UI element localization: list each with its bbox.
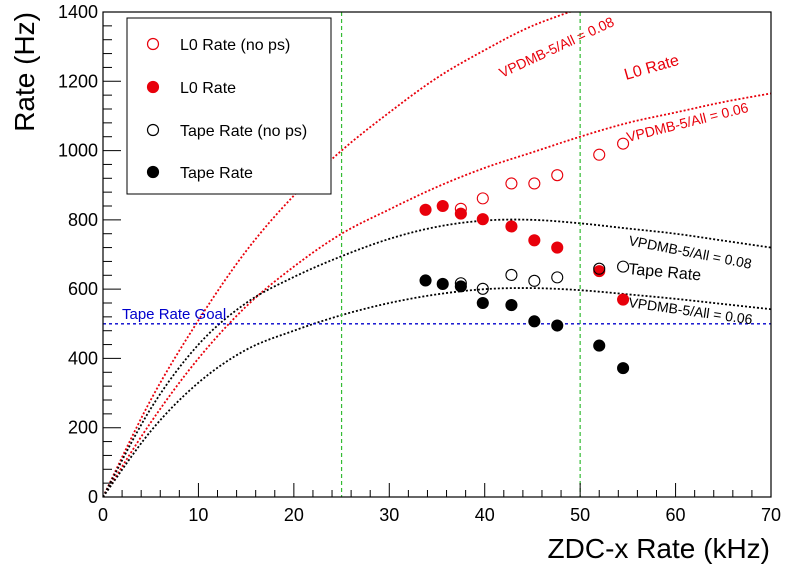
legend-marker-0 bbox=[146, 37, 160, 51]
point-s2-4 bbox=[551, 271, 564, 284]
point-s2-1 bbox=[476, 282, 489, 295]
y-tick-label: 1400 bbox=[58, 2, 98, 22]
point-s2-3 bbox=[528, 274, 541, 287]
point-s1-3 bbox=[476, 213, 489, 226]
point-s3-0 bbox=[419, 274, 432, 287]
legend-label-1: L0 Rate bbox=[180, 80, 236, 97]
y-tick-label: 600 bbox=[68, 279, 98, 299]
point-s1-6 bbox=[551, 241, 564, 254]
legend-label-2: Tape Rate (no ps) bbox=[180, 123, 307, 140]
plot-frame bbox=[102, 11, 772, 498]
point-s3-4 bbox=[505, 299, 518, 312]
point-s3-1 bbox=[436, 277, 449, 290]
axis-ticks: 0 10 20 30 40 50 60 70 0 200 400 600 800 1000 1200 1400 bbox=[58, 2, 781, 525]
y-tick-label: 800 bbox=[68, 210, 98, 230]
legend-label-3: Tape Rate bbox=[180, 165, 253, 182]
legend: L0 Rate (no ps) L0 Rate Tape Rate (no ps… bbox=[126, 17, 332, 195]
data-points bbox=[419, 137, 630, 375]
point-s1-7 bbox=[593, 265, 606, 278]
model-curve-1 bbox=[103, 92, 771, 497]
legend-marker-1 bbox=[146, 80, 160, 94]
y-tick-label: 1200 bbox=[58, 71, 98, 91]
point-s2-5 bbox=[593, 262, 606, 275]
point-s0-4 bbox=[551, 169, 564, 182]
point-s0-5 bbox=[593, 148, 606, 161]
legend-box bbox=[126, 17, 332, 195]
point-s1-0 bbox=[419, 203, 432, 216]
legend-marker-3 bbox=[146, 165, 160, 179]
point-s3-7 bbox=[593, 339, 606, 352]
point-s0-6 bbox=[617, 137, 630, 150]
x-axis-title: ZDC-x Rate (kHz) bbox=[548, 533, 770, 564]
reference-lines bbox=[103, 12, 771, 497]
point-s0-3 bbox=[528, 177, 541, 190]
point-s3-8 bbox=[617, 362, 630, 375]
legend-marker-2 bbox=[146, 123, 160, 137]
point-s3-6 bbox=[551, 319, 564, 332]
point-s2-2 bbox=[505, 268, 518, 281]
y-tick-label: 200 bbox=[68, 418, 98, 438]
point-s0-1 bbox=[476, 192, 489, 205]
x-tick-label: 10 bbox=[188, 505, 208, 525]
model-curve-3 bbox=[103, 287, 771, 497]
point-s3-5 bbox=[528, 315, 541, 328]
point-s3-2 bbox=[454, 280, 467, 293]
point-s1-4 bbox=[505, 220, 518, 233]
point-s1-2 bbox=[454, 207, 467, 220]
x-tick-label: 60 bbox=[666, 505, 686, 525]
model-curve-0 bbox=[103, 12, 573, 497]
point-s2-6 bbox=[617, 260, 630, 273]
x-tick-label: 70 bbox=[761, 505, 781, 525]
point-s3-3 bbox=[476, 296, 489, 310]
model-curve-2 bbox=[103, 218, 771, 497]
x-tick-label: 50 bbox=[570, 505, 590, 525]
legend-label-0: L0 Rate (no ps) bbox=[180, 37, 290, 54]
point-s1-8 bbox=[617, 293, 630, 306]
x-tick-label: 40 bbox=[475, 505, 495, 525]
model-curves bbox=[103, 12, 771, 497]
annotation-tape-rate: Tape Rate bbox=[628, 261, 702, 284]
y-tick-label: 1000 bbox=[58, 141, 98, 161]
x-tick-label: 30 bbox=[379, 505, 399, 525]
point-s0-2 bbox=[505, 177, 518, 190]
y-axis-title: Rate (Hz) bbox=[9, 12, 40, 132]
point-s1-5 bbox=[528, 234, 541, 247]
x-tick-label: 0 bbox=[98, 505, 108, 525]
x-tick-label: 20 bbox=[284, 505, 304, 525]
y-tick-label: 400 bbox=[68, 348, 98, 368]
y-tick-label: 0 bbox=[88, 487, 98, 507]
point-s1-1 bbox=[436, 199, 449, 213]
annotation-goal: Tape Rate Goal bbox=[122, 306, 226, 323]
